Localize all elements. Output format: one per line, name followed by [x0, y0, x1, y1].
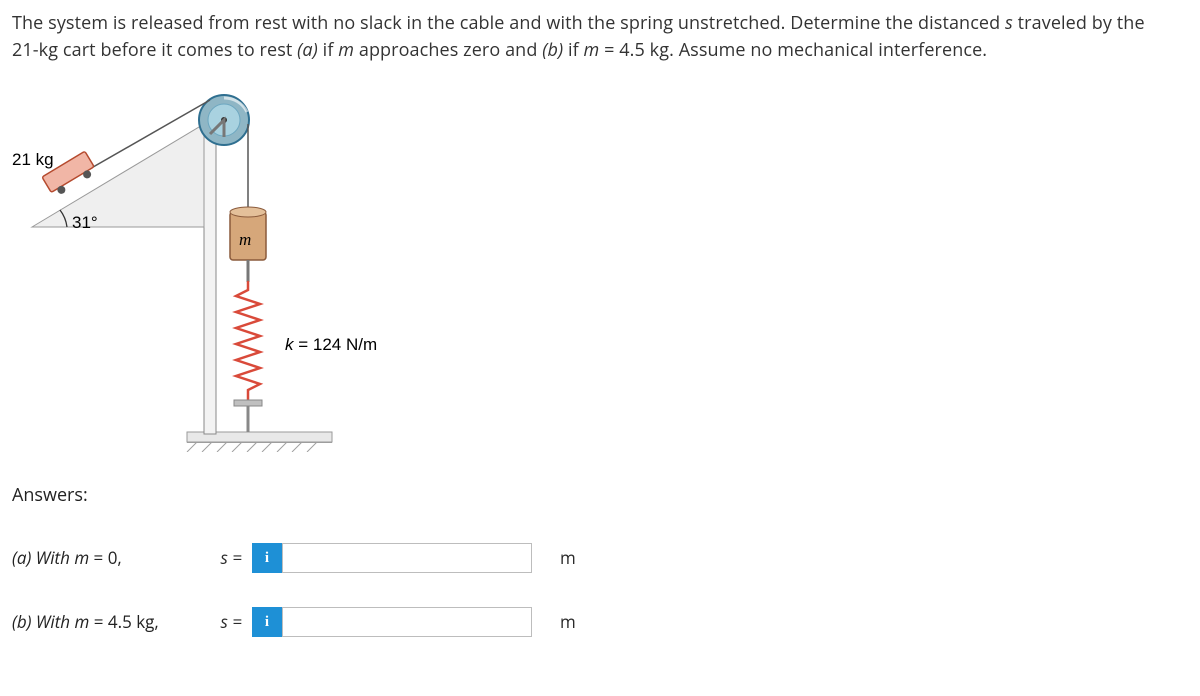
- var-m: m: [75, 610, 90, 633]
- text: (a) With: [12, 546, 74, 569]
- answer-a-label: (a) With m = 0,: [12, 545, 212, 571]
- part-b: (b): [542, 38, 563, 62]
- var-m: m: [338, 38, 354, 62]
- text: (b) With: [12, 610, 75, 633]
- answer-a-input[interactable]: [282, 543, 532, 573]
- answer-b-unit: m: [560, 609, 576, 635]
- var-s: s: [1005, 11, 1013, 35]
- text: traveled by the: [1013, 11, 1145, 35]
- answer-b-label: (b) With m = 4.5 kg,: [12, 609, 212, 635]
- text: approaches zero and: [354, 38, 542, 62]
- info-button-a[interactable]: i: [252, 543, 282, 573]
- text: if: [563, 38, 583, 62]
- text: The system is released from rest with no…: [12, 11, 1005, 35]
- part-a: (a): [297, 38, 318, 62]
- text: 21-kg cart before it comes to rest: [12, 38, 297, 62]
- answer-b-eq: s =: [212, 609, 246, 635]
- answer-row-b: (b) With m = 4.5 kg, s = i m: [12, 607, 1188, 637]
- text: if: [318, 38, 338, 62]
- answer-row-a: (a) With m = 0, s = i m: [12, 543, 1188, 573]
- cart-mass-label: 21 kg: [12, 147, 54, 173]
- text: = 0,: [89, 546, 122, 569]
- figure-svg: [12, 82, 412, 452]
- mass-m-label: m: [239, 227, 251, 253]
- answer-a-unit: m: [560, 545, 576, 571]
- problem-statement: The system is released from rest with no…: [12, 10, 1188, 64]
- angle-label: 31°: [72, 210, 98, 236]
- info-button-b[interactable]: i: [252, 607, 282, 637]
- figure: 21 kg 31° m k = 124 N/m: [12, 82, 412, 452]
- text: = 4.5 kg,: [89, 610, 158, 633]
- var-m: m: [584, 38, 600, 62]
- answer-b-input[interactable]: [282, 607, 532, 637]
- spring-k-label: k = 124 N/m: [285, 332, 377, 358]
- text: = 4.5 kg. Assume no mechanical interfere…: [599, 38, 987, 62]
- answers-heading: Answers:: [12, 482, 1188, 509]
- answer-a-eq: s =: [212, 545, 246, 571]
- var-m: m: [74, 546, 89, 569]
